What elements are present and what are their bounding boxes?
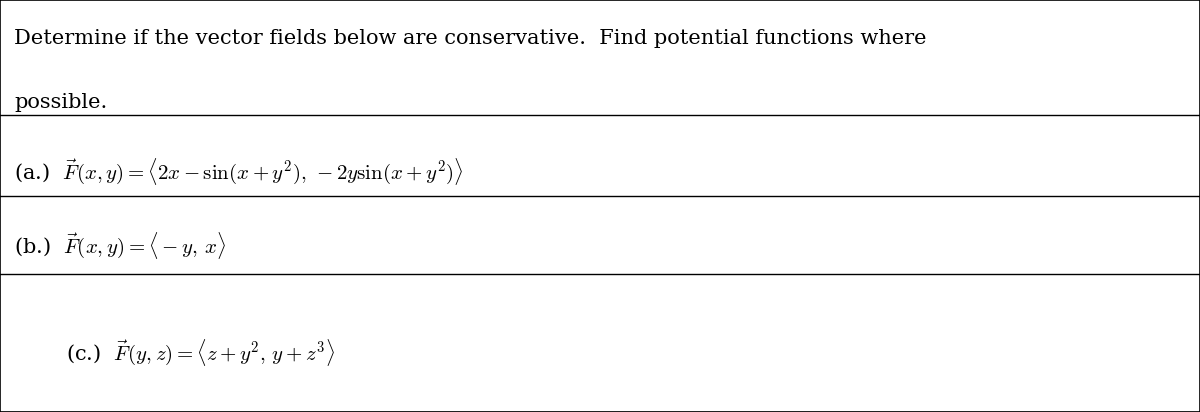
Text: (a.)  $\vec{F}(x, y) = \langle 2x - \sin(x + y^2),\, -2y\sin(x + y^2)\rangle$: (a.) $\vec{F}(x, y) = \langle 2x - \sin(… — [14, 157, 464, 187]
Text: possible.: possible. — [14, 93, 108, 112]
Text: (c.)  $\vec{F}(y, z) = \langle z + y^2,\, y + z^3\rangle$: (c.) $\vec{F}(y, z) = \langle z + y^2,\,… — [66, 338, 335, 368]
Text: (b.)  $\vec{F}(x, y) = \langle -y,\, x\rangle$: (b.) $\vec{F}(x, y) = \langle -y,\, x\ra… — [14, 231, 227, 261]
Text: Determine if the vector fields below are conservative.  Find potential functions: Determine if the vector fields below are… — [14, 29, 926, 48]
